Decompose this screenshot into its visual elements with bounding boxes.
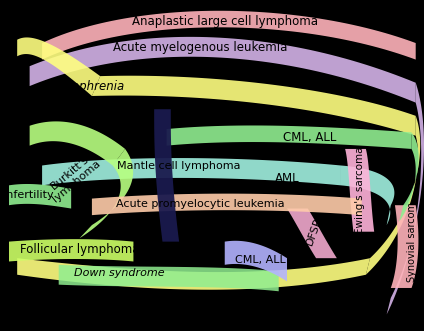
Text: Infertility: Infertility (4, 190, 55, 200)
Text: CML, ALL: CML, ALL (283, 131, 337, 144)
Polygon shape (79, 149, 133, 238)
Polygon shape (341, 166, 394, 225)
Text: Burkitt's
lymphoma: Burkitt's lymphoma (44, 150, 103, 205)
Text: DFSP: DFSP (304, 216, 324, 247)
Polygon shape (345, 149, 374, 232)
Text: Ewing's sarcoma: Ewing's sarcoma (354, 147, 365, 234)
Text: Acute myelogenous leukemia: Acute myelogenous leukemia (113, 41, 287, 55)
Text: Mantle cell lymphoma: Mantle cell lymphoma (117, 161, 241, 170)
Text: Schizophrenia: Schizophrenia (42, 79, 125, 93)
Polygon shape (59, 265, 279, 291)
Polygon shape (167, 125, 412, 149)
Text: CML, ALL: CML, ALL (234, 255, 285, 265)
Text: Synovial sarcom: Synovial sarcom (407, 202, 416, 282)
Polygon shape (9, 239, 134, 261)
Polygon shape (225, 241, 287, 281)
Polygon shape (287, 209, 337, 258)
Text: AML: AML (275, 172, 299, 185)
Text: Acute promyelocytic leukemia: Acute promyelocytic leukemia (115, 199, 284, 209)
Polygon shape (9, 184, 71, 209)
Polygon shape (42, 11, 416, 60)
Polygon shape (92, 76, 416, 136)
Polygon shape (154, 109, 179, 242)
Polygon shape (30, 121, 125, 166)
Polygon shape (387, 83, 424, 314)
Polygon shape (391, 205, 418, 288)
Polygon shape (92, 194, 362, 215)
Polygon shape (399, 132, 419, 222)
Polygon shape (30, 37, 416, 103)
Polygon shape (17, 258, 370, 290)
Polygon shape (17, 37, 100, 96)
Text: Follicular lymphoma: Follicular lymphoma (20, 243, 139, 257)
Text: Anaplastic large cell lymphoma: Anaplastic large cell lymphoma (132, 15, 318, 28)
Polygon shape (366, 116, 420, 275)
Text: Down syndrome: Down syndrome (74, 268, 164, 278)
Polygon shape (42, 158, 341, 185)
